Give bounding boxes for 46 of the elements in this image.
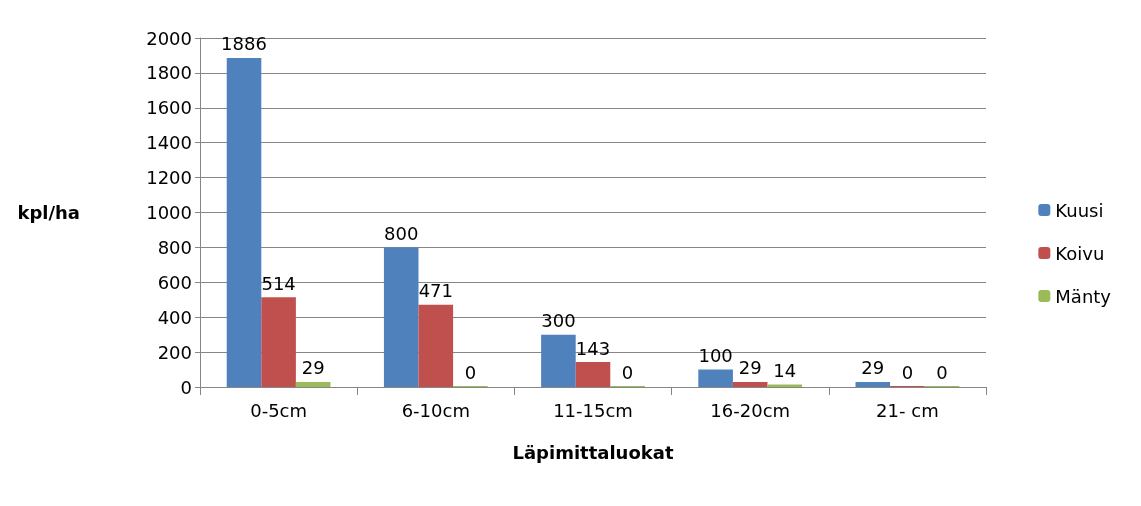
y-tick-label: 400 — [157, 306, 192, 328]
data-label: 29 — [861, 357, 885, 379]
legend-label: Mänty — [1055, 285, 1112, 307]
y-tick-label: 0 — [180, 376, 192, 398]
bar — [855, 381, 891, 387]
y-tick-label: 1600 — [146, 97, 192, 119]
bar — [295, 381, 331, 387]
x-tick-label: 0-5cm — [250, 399, 308, 421]
bar — [575, 362, 611, 387]
data-label: 143 — [575, 337, 611, 359]
y-tick-label: 1000 — [146, 202, 192, 223]
data-label: 0 — [464, 361, 477, 383]
bar — [732, 381, 768, 387]
data-label: 29 — [301, 357, 325, 379]
bar — [418, 304, 454, 387]
y-axis-title: kpl/ha — [17, 202, 80, 223]
legend-label: Koivu — [1055, 242, 1105, 264]
data-label: 29 — [738, 357, 762, 379]
y-tick-label: 1200 — [146, 167, 192, 189]
data-label: 0 — [621, 361, 634, 383]
y-tick-label: 1400 — [146, 132, 192, 154]
data-label: 1886 — [221, 33, 267, 55]
bar — [383, 247, 419, 387]
x-tick-label: 16-20cm — [710, 399, 791, 421]
x-axis-title: Läpimittaluokat — [512, 441, 674, 463]
data-label: 100 — [698, 345, 733, 367]
data-label: 14 — [773, 360, 797, 382]
bar — [698, 369, 733, 387]
data-label: 471 — [418, 280, 453, 302]
bar — [226, 57, 262, 387]
y-tick-label: 200 — [157, 341, 192, 363]
x-tick-label: 21- cm — [876, 399, 939, 421]
data-label: 0 — [936, 361, 948, 383]
legend-label: Kuusi — [1055, 199, 1104, 221]
x-tick-label: 6-10cm — [401, 399, 470, 421]
data-label: 300 — [541, 310, 576, 332]
y-tick-label: 2000 — [146, 27, 192, 49]
x-tick-label: 11-15cm — [553, 399, 633, 421]
data-label: 0 — [901, 361, 914, 383]
bar — [261, 297, 296, 387]
y-tick-label: 800 — [157, 236, 192, 258]
data-label: 800 — [384, 222, 419, 244]
y-tick-label: 600 — [157, 271, 192, 293]
y-tick-label: 1800 — [146, 62, 192, 84]
data-label: 514 — [261, 272, 296, 294]
bar — [541, 334, 576, 387]
